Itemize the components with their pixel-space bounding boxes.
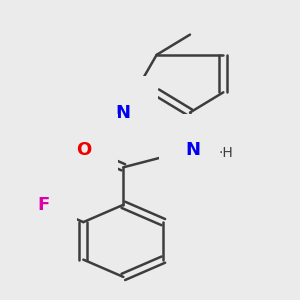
Text: N: N (116, 103, 131, 122)
Text: O: O (76, 141, 91, 159)
Text: N: N (186, 141, 201, 159)
Text: ·H: ·H (218, 146, 233, 160)
Text: F: F (37, 196, 50, 214)
